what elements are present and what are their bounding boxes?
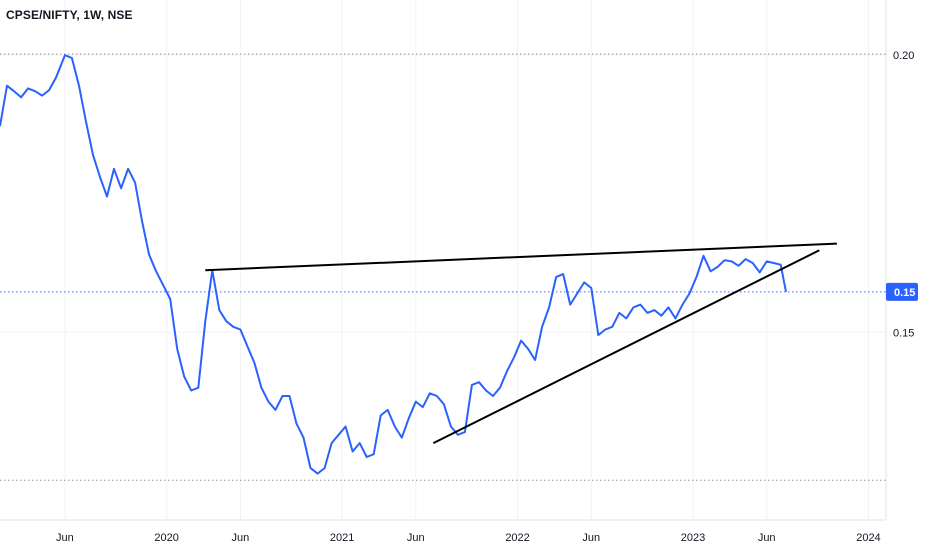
x-tick-label: 2024 [856, 532, 880, 544]
y-tick-label: 0.15 [893, 327, 914, 339]
x-tick-label: 2023 [681, 532, 705, 544]
last-price-badge [886, 282, 918, 301]
upper-trendline [205, 242, 837, 272]
y-tick-label: 0.20 [893, 50, 914, 62]
lower-trendline [432, 249, 820, 445]
x-tick-label: 2020 [154, 532, 178, 544]
x-tick-label: 2021 [330, 532, 354, 544]
x-tick-label: 2022 [505, 532, 529, 544]
symbol-title: CPSE/NIFTY, 1W, NSE [6, 8, 133, 22]
price-series-line [0, 54, 787, 475]
x-tick-label: Jun [231, 532, 249, 544]
x-tick-label: Jun [582, 532, 600, 544]
last-price-label: 0.15 [894, 287, 915, 299]
x-tick-label: Jun [758, 532, 776, 544]
x-tick-label: Jun [407, 532, 425, 544]
x-tick-label: Jun [56, 532, 74, 544]
